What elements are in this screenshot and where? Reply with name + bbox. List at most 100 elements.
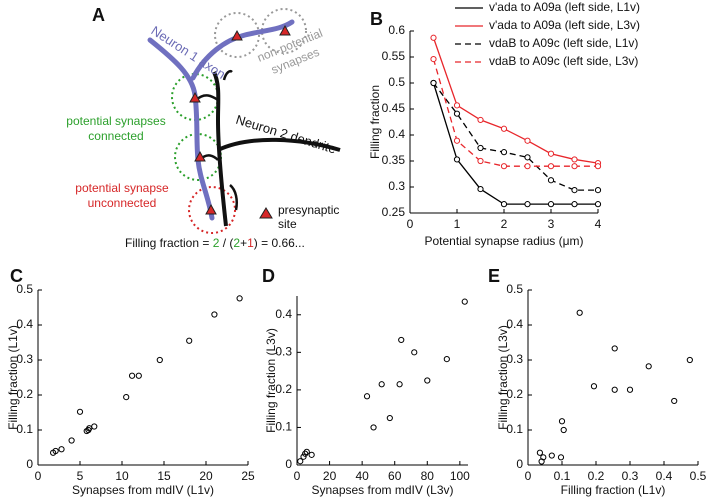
data-point xyxy=(524,137,531,144)
data-point xyxy=(524,154,531,161)
data-point xyxy=(52,447,59,455)
series-line xyxy=(432,37,599,164)
y-axis-label: Filling fraction (L3v) xyxy=(264,328,278,433)
y-tick-label: 0.5 xyxy=(16,282,33,296)
y-tick-label: 0.3 xyxy=(275,345,292,359)
data-point xyxy=(571,163,578,170)
data-point xyxy=(128,372,136,379)
data-point xyxy=(297,458,304,465)
y-tick-label: 0.1 xyxy=(506,422,523,436)
formula-part: / ( xyxy=(219,236,233,250)
data-point xyxy=(477,157,484,165)
series-line xyxy=(432,58,598,167)
x-tick-label: 25 xyxy=(241,469,255,483)
data-point xyxy=(236,295,243,302)
x-tick-label: 3 xyxy=(548,217,555,231)
y-tick-label: 0.4 xyxy=(275,307,292,321)
data-point xyxy=(626,386,634,393)
data-point xyxy=(477,144,484,152)
axon xyxy=(147,37,215,221)
formula-part: + xyxy=(240,236,247,250)
data-point xyxy=(540,454,547,461)
y-tick-label: 0 xyxy=(285,457,292,471)
y-tick-label: 0 xyxy=(26,457,33,471)
data-point xyxy=(477,185,484,193)
y-tick-label: 0.5 xyxy=(388,75,405,89)
data-point xyxy=(378,381,385,388)
data-point xyxy=(571,156,578,163)
y-tick-label: 0.1 xyxy=(275,420,292,434)
x-tick-label: 0.3 xyxy=(622,469,639,483)
data-point xyxy=(477,116,484,124)
y-tick-label: 0.25 xyxy=(382,205,406,219)
data-point xyxy=(91,423,98,430)
panel-letter: A xyxy=(92,5,105,25)
legend-label: vdaB to A09c (left side, L3v) xyxy=(489,54,638,68)
x-tick-label: 0.2 xyxy=(588,469,605,483)
data-point xyxy=(58,446,65,453)
panel-letter: E xyxy=(488,266,500,286)
data-point xyxy=(547,177,555,184)
y-axis-label: Filling fraction (L3v) xyxy=(496,325,510,430)
data-point xyxy=(571,201,578,208)
data-point xyxy=(594,201,602,208)
x-tick-label: 10 xyxy=(115,469,129,483)
data-point xyxy=(302,450,309,457)
x-axis-label: Synapses from mdIV (L3v) xyxy=(311,483,453,497)
unconnected-label: unconnected xyxy=(88,196,157,210)
data-point xyxy=(557,454,565,461)
presynaptic-site xyxy=(279,24,291,36)
neuron2-label: Neuron 2 dendrite xyxy=(234,112,338,157)
data-point xyxy=(611,386,618,393)
y-tick-label: 0.35 xyxy=(382,153,406,167)
y-tick-label: 0.4 xyxy=(16,317,33,331)
legend-label: vdaB to A09c (left side, L1v) xyxy=(489,36,638,50)
x-axis-label: Synapses from mdIV (L1v) xyxy=(72,483,214,497)
data-point xyxy=(370,424,377,431)
x-tick-label: 80 xyxy=(421,469,435,483)
data-point xyxy=(560,426,567,434)
data-point xyxy=(500,149,508,156)
panel-letter: C xyxy=(10,266,23,286)
x-tick-label: 0 xyxy=(407,217,414,231)
presynaptic-label: site xyxy=(278,217,297,231)
data-point xyxy=(500,163,508,170)
data-point xyxy=(430,55,437,63)
presynaptic-site xyxy=(205,203,217,215)
data-point xyxy=(611,345,618,352)
data-point xyxy=(594,163,602,170)
y-tick-label: 0.55 xyxy=(382,49,406,63)
data-point xyxy=(303,448,310,455)
legend-label: v'ada to A09a (left side, L3v) xyxy=(489,18,640,32)
data-point xyxy=(76,408,84,415)
connected-label: potential synapses xyxy=(66,114,165,128)
y-tick-label: 0.3 xyxy=(506,352,523,366)
connected-label: connected xyxy=(88,129,143,143)
legend-triangle xyxy=(259,207,273,219)
presynaptic-site xyxy=(189,91,201,103)
data-point xyxy=(443,355,450,363)
data-point xyxy=(156,356,163,364)
circle-nonpotential xyxy=(214,12,260,58)
y-tick-label: 0 xyxy=(516,457,523,471)
unconnected-label: potential synapse xyxy=(75,181,169,195)
x-axis-label: Filling fraction (L1v) xyxy=(561,483,666,497)
x-tick-label: 100 xyxy=(450,469,470,483)
presynaptic-label: presynaptic xyxy=(278,203,339,217)
x-tick-label: 0.1 xyxy=(554,469,571,483)
panel-letter: D xyxy=(262,266,275,286)
x-tick-label: 60 xyxy=(388,469,402,483)
x-tick-label: 20 xyxy=(323,469,337,483)
formula: Filling fraction = 2 / (2+1) = 0.66... xyxy=(125,236,305,250)
data-point xyxy=(686,356,693,364)
presynaptic-site xyxy=(231,29,243,41)
data-point xyxy=(558,418,566,425)
data-point xyxy=(645,363,652,370)
x-tick-label: 0 xyxy=(35,469,42,483)
y-tick-label: 0.45 xyxy=(382,101,406,115)
data-point xyxy=(671,397,678,405)
circle-nonpotential xyxy=(261,8,307,54)
series-line xyxy=(432,82,598,205)
data-point xyxy=(430,34,437,41)
data-point xyxy=(396,381,403,388)
